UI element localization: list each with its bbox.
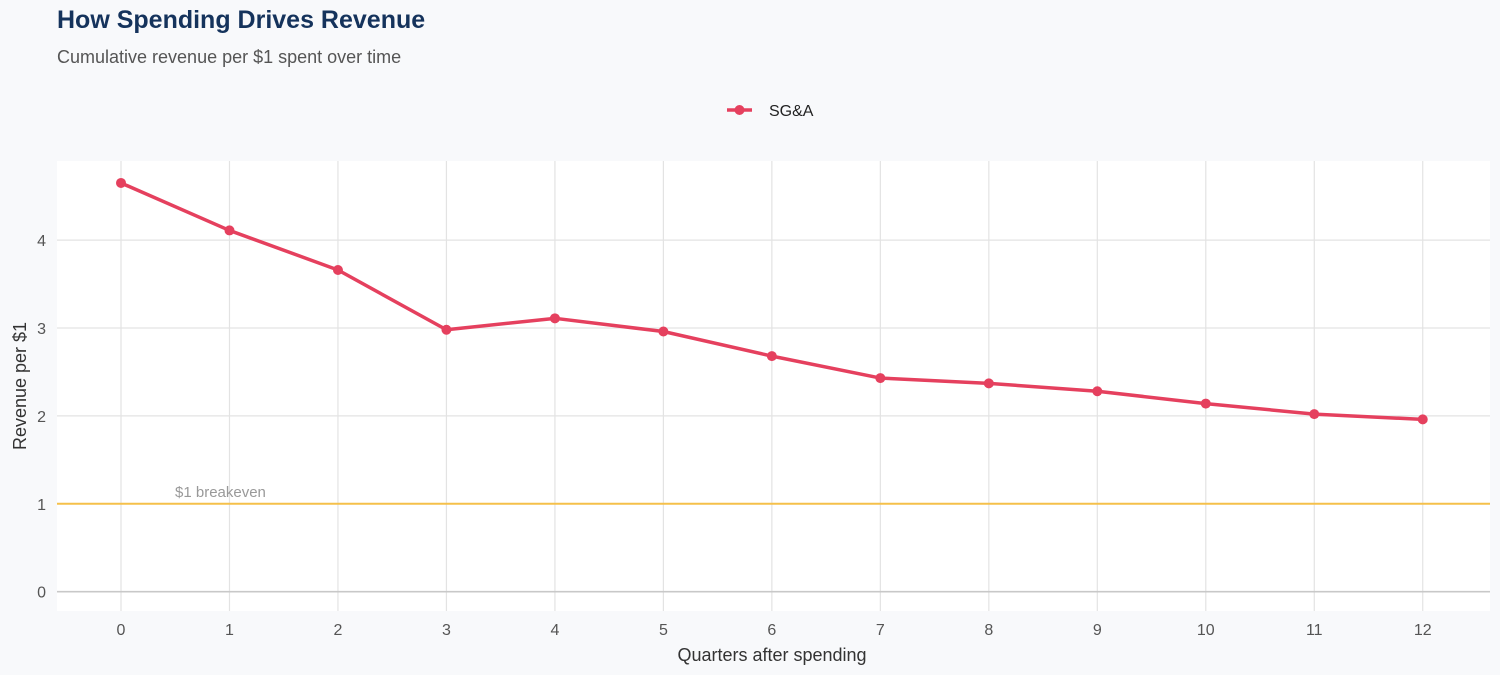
x-tick-label: 2 [334, 622, 343, 639]
data-point [1200, 398, 1211, 409]
data-point [332, 264, 343, 275]
x-tick-label: 11 [1306, 622, 1323, 639]
x-tick-label: 8 [984, 622, 993, 639]
data-point [224, 225, 235, 236]
x-tick-label: 6 [767, 622, 776, 639]
breakeven-label: $1 breakeven [175, 484, 266, 501]
x-tick-label: 10 [1197, 622, 1215, 639]
legend: SG&A [727, 103, 814, 120]
data-point [1417, 414, 1428, 425]
data-point [441, 324, 452, 335]
y-tick-label: 2 [37, 409, 46, 426]
data-point [1092, 386, 1103, 397]
data-point [875, 373, 886, 384]
x-axis-label: Quarters after spending [677, 645, 866, 665]
x-tick-label: 9 [1093, 622, 1102, 639]
x-tick-label: 5 [659, 622, 668, 639]
x-tick-label: 4 [550, 622, 559, 639]
x-tick-label: 12 [1414, 622, 1432, 639]
y-tick-label: 3 [37, 321, 46, 338]
x-tick-label: 1 [225, 622, 234, 639]
data-point [1309, 409, 1320, 420]
chart-title: How Spending Drives Revenue [57, 6, 426, 34]
y-axis-label: Revenue per $1 [10, 322, 30, 450]
data-point [983, 378, 994, 389]
chart-subtitle: Cumulative revenue per $1 spent over tim… [57, 47, 402, 67]
x-tick-label: 7 [876, 622, 885, 639]
y-tick-label: 0 [37, 585, 46, 602]
legend-label: SG&A [769, 103, 814, 120]
x-tick-label: 0 [117, 622, 126, 639]
x-tick-label: 3 [442, 622, 451, 639]
y-tick-label: 1 [37, 497, 46, 514]
data-point [658, 326, 669, 337]
data-point [766, 351, 777, 362]
data-point [549, 313, 560, 324]
data-point [116, 177, 127, 188]
y-tick-label: 4 [37, 233, 46, 250]
legend-marker-icon [734, 105, 745, 115]
plot-panel [57, 161, 1490, 611]
